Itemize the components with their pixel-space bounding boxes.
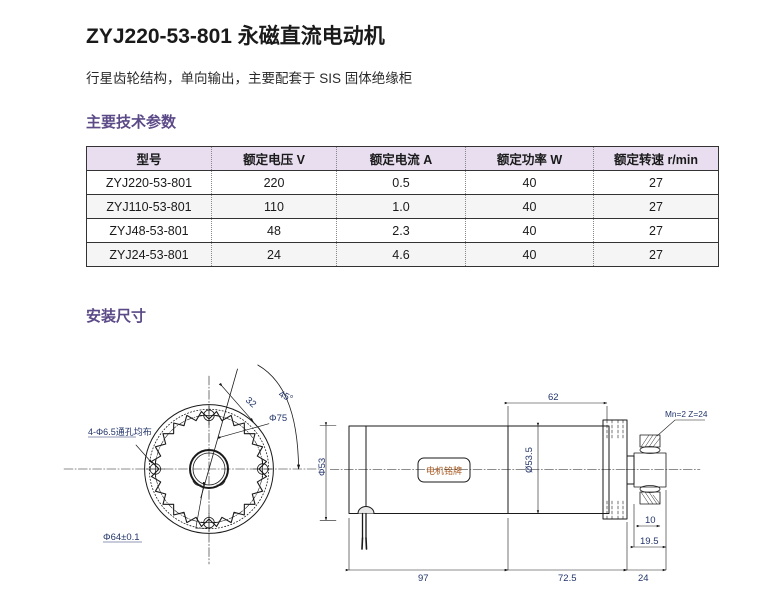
svg-text:32: 32 xyxy=(243,395,258,410)
svg-text:19.5: 19.5 xyxy=(640,536,659,547)
svg-text:电机铭牌: 电机铭牌 xyxy=(426,465,462,476)
svg-text:Mn=2 Z=24: Mn=2 Z=24 xyxy=(665,409,708,419)
svg-text:Ø53.5: Ø53.5 xyxy=(524,447,535,473)
svg-text:24: 24 xyxy=(638,573,649,584)
svg-text:4-Φ6.5通孔均布: 4-Φ6.5通孔均布 xyxy=(88,426,152,437)
svg-text:Φ53: Φ53 xyxy=(317,458,328,476)
svg-text:72.5: 72.5 xyxy=(558,573,577,584)
svg-text:62: 62 xyxy=(548,392,559,403)
svg-text:Φ64±0.1: Φ64±0.1 xyxy=(103,532,140,543)
svg-text:45°: 45° xyxy=(277,389,295,405)
svg-text:10: 10 xyxy=(645,515,656,526)
svg-text:97: 97 xyxy=(418,573,429,584)
svg-text:Φ75: Φ75 xyxy=(269,413,287,424)
